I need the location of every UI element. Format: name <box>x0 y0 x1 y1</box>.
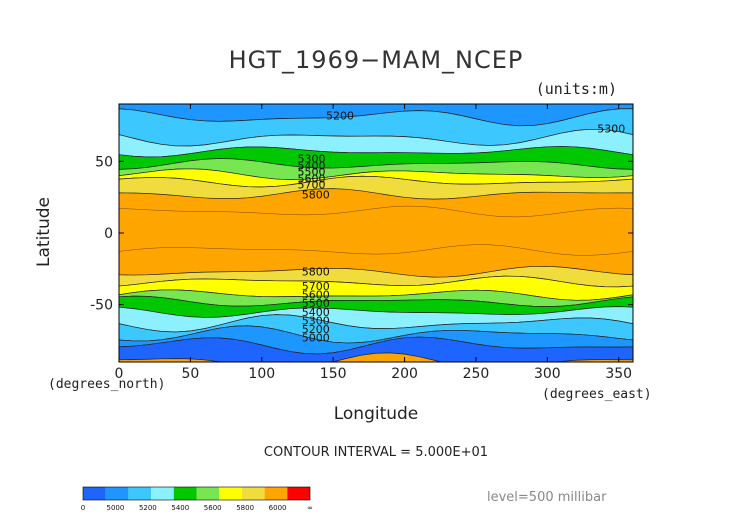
contour-label-1: 5300 <box>597 122 625 135</box>
tropic-contour-1 <box>119 244 633 256</box>
colorbar-swatch-4 <box>173 487 197 500</box>
contour-line-south-16 <box>119 325 633 344</box>
contour-label-6: 5700 <box>297 178 325 191</box>
x-axis-label: Longitude <box>333 404 419 424</box>
contour-label-3: 5400 <box>297 160 325 173</box>
y-tick-label-2: 50 <box>95 154 113 170</box>
band-south-17 <box>119 337 633 362</box>
x-tick-label-0: 0 <box>115 366 124 382</box>
contour-interval: CONTOUR INTERVAL = 5.000E+01 <box>263 445 489 460</box>
band-north-1 <box>119 108 633 147</box>
colorbar-label-2: 5200 <box>139 504 157 512</box>
colorbar-swatch-8 <box>264 487 288 500</box>
x-tick-label-1: 50 <box>181 366 199 382</box>
contour-label-0: 5200 <box>326 109 354 122</box>
contour-label-7: 5800 <box>302 188 330 201</box>
contour-line-south-12 <box>119 289 633 301</box>
contour-label-5: 5600 <box>297 173 325 186</box>
contour-label-13: 5300 <box>302 314 330 327</box>
colorbar-swatch-9 <box>287 487 310 500</box>
contour-line-south-11 <box>119 275 633 288</box>
band-south-11 <box>119 276 633 301</box>
band-south-10 <box>119 266 633 287</box>
map-title: HGT_1969−MAM_NCEP <box>228 46 524 74</box>
x-tick-label-5: 250 <box>463 366 490 382</box>
map-field: 5200530053005400550056005700580058005700… <box>119 104 633 362</box>
contour-line-north-5 <box>119 168 633 181</box>
level-label: level=500 millibar <box>487 490 607 505</box>
x-tick-label-4: 200 <box>391 366 418 382</box>
contour-line-north-1 <box>119 108 633 127</box>
contour-line-south-10 <box>119 265 633 278</box>
x-tick-label-6: 300 <box>534 366 561 382</box>
contour-line-north-3 <box>119 146 633 158</box>
contour-label-9: 5700 <box>302 280 330 293</box>
colorbar-swatch-6 <box>219 487 242 500</box>
contour-line-south-17 <box>119 336 633 355</box>
band-north-2 <box>119 129 633 157</box>
colorbar-label-3: 5400 <box>171 504 189 512</box>
contour-line-south-15 <box>119 314 633 333</box>
y-unit-label: (degrees_north) <box>48 377 166 392</box>
contour-label-2: 5300 <box>297 152 325 165</box>
contour-line-north-4 <box>119 158 633 170</box>
x-tick-label-3: 150 <box>320 366 347 382</box>
contour-line-south-13 <box>119 295 633 307</box>
contour-line-north-6 <box>119 175 633 188</box>
contour-label-12: 5400 <box>302 306 330 319</box>
y-axis-label: Latitude <box>34 197 54 267</box>
contour-line-south-18 <box>119 352 633 362</box>
colorbar-swatch-5 <box>196 487 220 500</box>
contour-label-15: 5000 <box>302 332 330 345</box>
x-unit-label: (degrees_east) <box>542 387 652 402</box>
colorbar-swatch-7 <box>241 487 265 500</box>
colorbar-label-5: 5800 <box>236 504 254 512</box>
x-tick-label-7: 350 <box>605 366 632 382</box>
colorbar-label-1: 5000 <box>107 504 125 512</box>
colorbar-label-4: 5600 <box>204 504 222 512</box>
colorbar-swatch-0 <box>83 487 106 500</box>
band-south-14 <box>119 306 633 333</box>
contour-label-14: 5200 <box>302 323 330 336</box>
units-label: (units:m) <box>535 80 617 98</box>
colorbar-frame <box>82 486 311 501</box>
colorbar-swatch-2 <box>128 487 152 500</box>
contour-label-4: 5500 <box>297 165 325 178</box>
band-north-3 <box>119 146 633 170</box>
band-north-4 <box>119 158 633 180</box>
band-north-5 <box>119 168 633 188</box>
tropic-contour-0 <box>119 205 633 218</box>
colorbar-label-7: ∞ <box>307 504 313 512</box>
band-south-13 <box>119 296 633 318</box>
x-tick-label-2: 100 <box>248 366 275 382</box>
colorbar-swatch-1 <box>105 487 129 500</box>
colorbar-label-0: 0 <box>81 504 85 512</box>
contour-line-north-7 <box>119 188 633 200</box>
contour-line-north-2 <box>119 128 633 147</box>
colorbar-label-6: 6000 <box>269 504 287 512</box>
contour-label-11: 5500 <box>302 297 330 310</box>
contour-label-10: 5600 <box>302 289 330 302</box>
band-south-12 <box>119 289 633 307</box>
y-tick-label-1: 0 <box>104 226 113 242</box>
y-tick-label-0: -50 <box>90 298 113 314</box>
colorbar-swatch-3 <box>151 487 174 500</box>
band-north-0 <box>119 104 633 126</box>
contour-label-8: 5800 <box>302 266 330 279</box>
contour-line-south-14 <box>119 306 633 318</box>
